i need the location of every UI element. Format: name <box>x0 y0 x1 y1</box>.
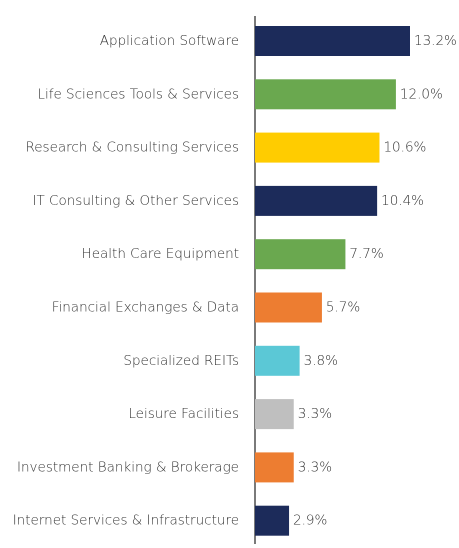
category-label: Investment Banking & Brokerage <box>17 459 239 475</box>
value-label: 2.9% <box>293 513 327 529</box>
category-label: IT Consulting & Other Services <box>33 193 239 209</box>
value-label: 3.3% <box>298 459 332 475</box>
bar <box>255 239 346 270</box>
category-label: Research & Consulting Services <box>25 140 239 156</box>
category-label: Leisure Facilities <box>128 406 239 422</box>
value-label: 10.4% <box>381 193 424 209</box>
category-label: Life Sciences Tools & Services <box>37 86 239 102</box>
value-label: 3.3% <box>298 406 332 422</box>
category-label: Health Care Equipment <box>82 246 239 262</box>
value-label: 13.2% <box>414 33 457 49</box>
bar <box>255 505 290 536</box>
bar <box>255 132 380 163</box>
value-label: 10.6% <box>383 140 426 156</box>
bar <box>255 79 396 110</box>
value-label: 12.0% <box>400 86 443 102</box>
category-label: Internet Services & Infrastructure <box>13 513 239 529</box>
bar <box>255 399 294 430</box>
category-label: Application Software <box>100 33 239 49</box>
bar <box>255 26 410 56</box>
bar <box>255 345 300 376</box>
value-label: 5.7% <box>326 300 360 316</box>
value-label: 3.8% <box>304 353 338 369</box>
bar <box>255 292 322 323</box>
bar <box>255 452 294 483</box>
category-label: Specialized REITs <box>123 353 239 369</box>
category-label: Financial Exchanges & Data <box>52 300 239 316</box>
value-label: 7.7% <box>349 246 383 262</box>
bar <box>255 185 378 216</box>
